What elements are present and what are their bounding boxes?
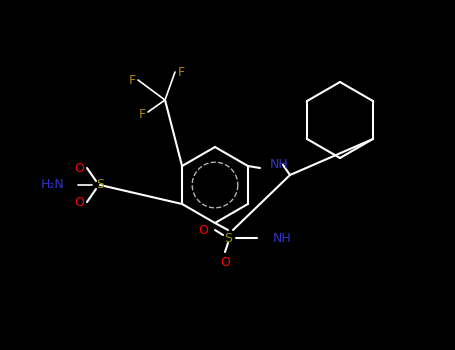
Text: O: O [74,196,84,209]
Text: NH: NH [270,159,289,172]
Text: F: F [177,65,185,78]
Text: S: S [224,231,232,245]
Text: F: F [138,108,146,121]
Text: O: O [74,161,84,175]
Text: S: S [96,178,104,191]
Text: F: F [128,74,136,86]
Text: NH: NH [273,231,292,245]
Text: O: O [220,256,230,268]
Text: H₂N: H₂N [41,178,65,191]
Text: O: O [198,224,208,237]
